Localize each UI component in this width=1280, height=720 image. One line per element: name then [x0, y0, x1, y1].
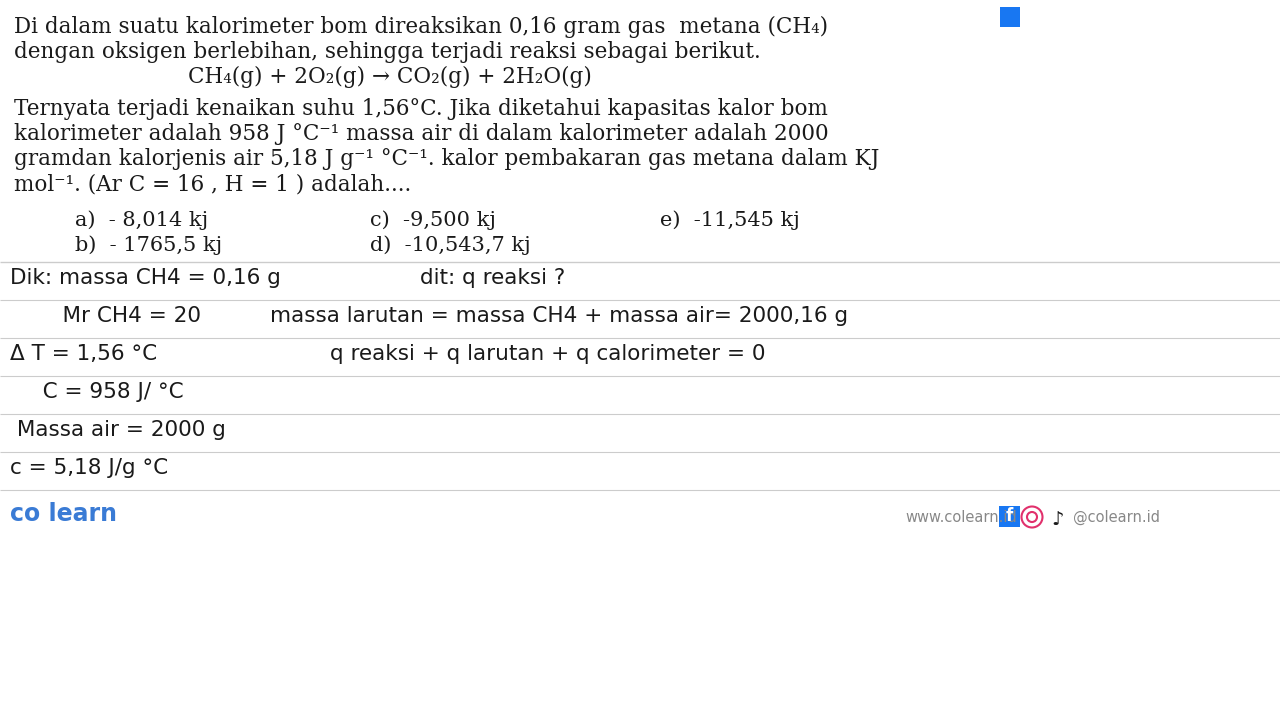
Text: c = 5,18 J/g °C: c = 5,18 J/g °C — [10, 458, 168, 478]
Text: dengan oksigen berlebihan, sehingga terjadi reaksi sebagai berikut.: dengan oksigen berlebihan, sehingga terj… — [14, 41, 760, 63]
Text: CH₄(g) + 2O₂(g) → CO₂(g) + 2H₂O(g): CH₄(g) + 2O₂(g) → CO₂(g) + 2H₂O(g) — [188, 66, 591, 88]
Text: Δ T = 1,56 °C: Δ T = 1,56 °C — [10, 344, 157, 364]
Text: massa larutan = massa CH4 + massa air= 2000,16 g: massa larutan = massa CH4 + massa air= 2… — [270, 306, 849, 326]
FancyBboxPatch shape — [1000, 7, 1020, 27]
Text: Ternyata terjadi kenaikan suhu 1,56°C. Jika diketahui kapasitas kalor bom: Ternyata terjadi kenaikan suhu 1,56°C. J… — [14, 98, 828, 120]
FancyBboxPatch shape — [998, 506, 1020, 527]
Text: co learn: co learn — [10, 502, 116, 526]
Text: d)  -10,543,7 kj: d) -10,543,7 kj — [370, 235, 531, 255]
Text: e)  -11,545 kj: e) -11,545 kj — [660, 210, 800, 230]
Text: www.colearn.id: www.colearn.id — [905, 510, 1016, 525]
Text: Mr CH4 = 20: Mr CH4 = 20 — [35, 306, 201, 326]
Text: Di dalam suatu kalorimeter bom direaksikan 0,16 gram gas  metana (CH₄): Di dalam suatu kalorimeter bom direaksik… — [14, 16, 828, 38]
Text: gramdan kalorjenis air 5,18 J g⁻¹ °C⁻¹. kalor pembakaran gas metana dalam KJ: gramdan kalorjenis air 5,18 J g⁻¹ °C⁻¹. … — [14, 148, 879, 170]
Text: dit: q reaksi ?: dit: q reaksi ? — [420, 268, 566, 288]
Text: f: f — [1006, 507, 1014, 525]
Text: a)  - 8,014 kj: a) - 8,014 kj — [76, 210, 209, 230]
Text: mol⁻¹. (Ar C = 16 , H = 1 ) adalah....: mol⁻¹. (Ar C = 16 , H = 1 ) adalah.... — [14, 173, 411, 195]
Text: Dik: massa CH4 = 0,16 g: Dik: massa CH4 = 0,16 g — [10, 268, 280, 288]
Text: C = 958 J/ °C: C = 958 J/ °C — [22, 382, 183, 402]
Text: kalorimeter adalah 958 J °C⁻¹ massa air di dalam kalorimeter adalah 2000: kalorimeter adalah 958 J °C⁻¹ massa air … — [14, 123, 828, 145]
Text: Massa air = 2000 g: Massa air = 2000 g — [10, 420, 225, 440]
Text: q reaksi + q larutan + q calorimeter = 0: q reaksi + q larutan + q calorimeter = 0 — [330, 344, 765, 364]
Text: @colearn.id: @colearn.id — [1073, 510, 1160, 525]
Text: b)  - 1765,5 kj: b) - 1765,5 kj — [76, 235, 223, 255]
Text: ♪: ♪ — [1052, 510, 1064, 529]
Text: c)  -9,500 kj: c) -9,500 kj — [370, 210, 497, 230]
